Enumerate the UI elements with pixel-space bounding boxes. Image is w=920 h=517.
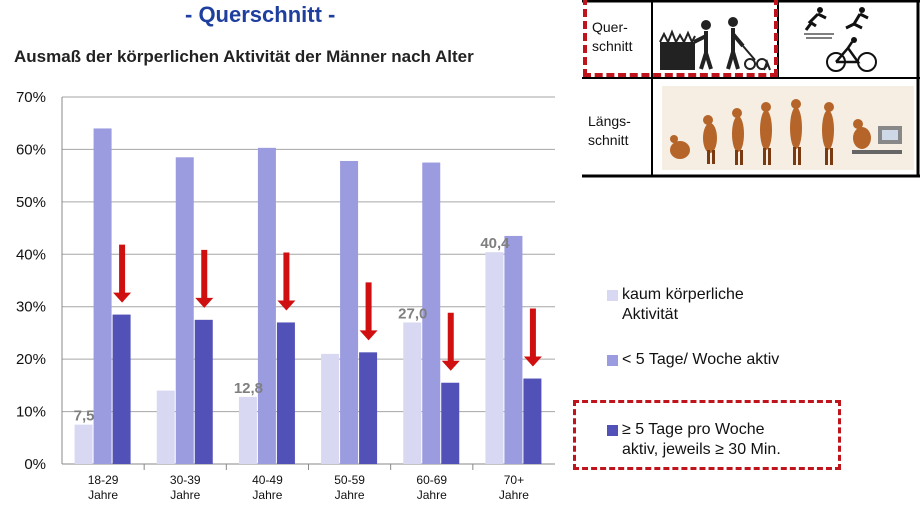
laengs-label-line1: Längs- bbox=[588, 113, 631, 129]
y-tick-label: 10% bbox=[16, 404, 46, 421]
x-tick-label: Jahre bbox=[252, 488, 282, 502]
x-tick-label: Jahre bbox=[170, 488, 200, 502]
study-type-panel bbox=[582, 0, 920, 178]
bar-s1 bbox=[74, 424, 93, 464]
bar-s2 bbox=[257, 147, 276, 464]
x-tick-label: Jahre bbox=[335, 488, 365, 502]
legend-swatch-series3 bbox=[607, 425, 618, 436]
bar-s2 bbox=[340, 160, 359, 464]
bar-s3 bbox=[523, 378, 542, 464]
legend-label-series2: < 5 Tage/ Woche aktiv bbox=[622, 351, 780, 368]
gardening-illustration bbox=[659, 17, 771, 71]
legend-label-series1-line1: kaum körperliche bbox=[622, 286, 744, 303]
y-tick-label: 40% bbox=[16, 246, 46, 263]
evolution-illustration bbox=[662, 86, 914, 170]
x-tick-label: 60-69 bbox=[416, 473, 447, 487]
bar-s1 bbox=[321, 353, 340, 464]
legend-label-series1: kaum körperliche Aktivität bbox=[622, 285, 744, 325]
x-tick-label: 70+ bbox=[504, 473, 524, 487]
decrease-arrow bbox=[359, 282, 378, 341]
bar-s1 bbox=[156, 390, 175, 464]
bar-s3 bbox=[194, 319, 213, 464]
bar-s1 bbox=[403, 322, 422, 464]
data-label: 27,0 bbox=[398, 305, 427, 322]
x-tick-label: 30-39 bbox=[170, 473, 201, 487]
quer-label: Quer- schnitt bbox=[592, 18, 632, 56]
slide-header: - Querschnitt - bbox=[185, 2, 336, 27]
legend-label-series1-line2: Aktivität bbox=[622, 306, 679, 323]
data-label: 40,4 bbox=[480, 235, 510, 252]
decrease-arrow bbox=[441, 312, 460, 371]
bar-s3 bbox=[359, 352, 378, 464]
y-tick-label: 70% bbox=[16, 89, 46, 106]
bar-s1 bbox=[485, 252, 504, 464]
data-label: 12,8 bbox=[234, 380, 263, 397]
bar-s3 bbox=[441, 382, 460, 464]
legend-highlight-box bbox=[573, 400, 841, 470]
quer-label-line1: Quer- bbox=[592, 19, 628, 35]
decrease-arrow bbox=[195, 249, 214, 308]
bar-s3 bbox=[276, 322, 295, 464]
cross-section-highlight-box bbox=[583, 0, 778, 77]
x-tick-label: 18-29 bbox=[88, 473, 119, 487]
bar-s2 bbox=[175, 157, 194, 465]
sports-pictograms bbox=[804, 7, 877, 72]
legend-swatch-series2 bbox=[607, 355, 618, 366]
x-tick-label: 50-59 bbox=[334, 473, 365, 487]
bar-s3 bbox=[112, 314, 131, 464]
y-tick-label: 0% bbox=[24, 456, 46, 473]
x-tick-label: Jahre bbox=[417, 488, 447, 502]
quer-label-line2: schnitt bbox=[592, 38, 633, 54]
legend-label-series3: ≥ 5 Tage pro Woche aktiv, jeweils ≥ 30 M… bbox=[622, 420, 781, 460]
x-tick-label: Jahre bbox=[88, 488, 118, 502]
bar-s2 bbox=[422, 162, 441, 465]
bar-s2 bbox=[93, 128, 112, 464]
y-tick-label: 50% bbox=[16, 194, 46, 211]
legend-label-series3-line1: ≥ 5 Tage pro Woche bbox=[622, 421, 765, 438]
decrease-arrow bbox=[277, 252, 296, 311]
laengs-label: Längs- schnitt bbox=[588, 112, 631, 150]
legend-label-series3-line2: aktiv, jeweils ≥ 30 Min. bbox=[622, 441, 781, 458]
legend-swatch-series1 bbox=[607, 290, 618, 301]
x-tick-label: Jahre bbox=[499, 488, 529, 502]
y-tick-label: 60% bbox=[16, 141, 46, 158]
bar-s2 bbox=[504, 235, 523, 464]
bar-s1 bbox=[238, 396, 257, 464]
decrease-arrow bbox=[523, 308, 542, 367]
y-tick-label: 30% bbox=[16, 299, 46, 316]
x-tick-label: 40-49 bbox=[252, 473, 283, 487]
chart-title: Ausmaß der körperlichen Aktivität der Mä… bbox=[14, 47, 474, 66]
data-label: 7,5 bbox=[74, 408, 95, 425]
y-tick-label: 20% bbox=[16, 351, 46, 368]
laengs-label-line2: schnitt bbox=[588, 132, 629, 148]
decrease-arrow bbox=[113, 244, 132, 303]
